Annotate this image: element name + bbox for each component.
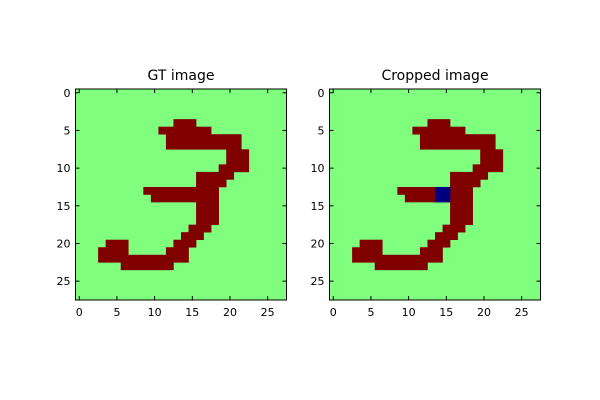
heatmap-cell-run (480, 149, 504, 158)
x-tick-label: 5 (113, 306, 120, 319)
heatmap-cell-run (352, 247, 383, 256)
heatmap-cell-run (196, 217, 219, 225)
y-tick-label: 25 (57, 275, 71, 288)
y-tick-label: 20 (311, 237, 325, 250)
panel-cropped-image: Cropped image 0 5 10 15 20 25 0 5 10 15 20 25 (311, 68, 541, 319)
heatmap-cell-run (196, 202, 219, 210)
heatmap-cell-run (98, 254, 189, 263)
heatmap-cell-run (435, 232, 458, 241)
y-tick-label: 10 (311, 162, 325, 175)
heatmap-cell-run (105, 239, 129, 248)
highlight-cell (442, 186, 451, 195)
y-tick-label: 5 (64, 124, 71, 137)
heatmap-cell-run (188, 224, 212, 233)
y-tick-label: 25 (311, 275, 325, 288)
heatmap-cell-run (165, 134, 242, 143)
heatmap-cell-run (173, 239, 197, 248)
axes-frame (329, 88, 541, 301)
heatmap-cell-run (480, 156, 504, 165)
heatmap-cell-run (98, 247, 129, 256)
heatmap-cell-run (352, 254, 443, 263)
x-tick-label: 25 (261, 306, 275, 319)
heatmap-cell-run (374, 262, 428, 271)
heatmap-cell-run (427, 119, 451, 127)
heatmap-cell-run (165, 247, 189, 256)
y-tick-label: 15 (57, 200, 71, 213)
panel-title: Cropped image (381, 68, 488, 84)
heatmap-cell-run (165, 141, 242, 150)
x-tick-label: 10 (148, 306, 162, 319)
highlight-cell (435, 186, 443, 195)
y-tick-label: 0 (64, 87, 71, 100)
heatmap-cell-run (173, 119, 197, 127)
x-tick-label: 25 (515, 306, 529, 319)
x-tick-label: 20 (477, 306, 491, 319)
heatmap-cell-run (196, 171, 235, 180)
heatmap-cell-run (442, 224, 466, 233)
heatmap-cell-run (419, 141, 496, 150)
heatmap-cell-run (226, 149, 250, 158)
x-tick-label: 15 (185, 306, 199, 319)
x-tick-label: 20 (223, 306, 237, 319)
heatmap-cell-run (450, 202, 473, 210)
heatmap-cell-run (218, 164, 250, 173)
heatmap-cell-run (450, 217, 473, 225)
heatmap-cell-run (120, 262, 174, 271)
heatmap-cell-run (450, 209, 473, 218)
panel-title: GT image (148, 68, 215, 84)
heatmap-cell-run (226, 156, 250, 165)
heatmap-cell-run (472, 164, 504, 173)
axes-frame (75, 88, 287, 301)
y-tick-label: 0 (318, 87, 325, 100)
y-tick-label: 20 (57, 237, 71, 250)
x-tick-label: 15 (439, 306, 453, 319)
heatmap-cell-run (150, 194, 219, 203)
x-tick-label: 5 (367, 306, 374, 319)
x-tick-label: 0 (76, 306, 83, 319)
heatmap-cell-run (450, 171, 489, 180)
heatmap-cell-run (181, 232, 204, 241)
heatmap-cell-run (419, 134, 496, 143)
heatmap-cell-run (196, 209, 219, 218)
panel-gt-image: GT image 0 5 10 15 20 25 0 5 10 15 20 25 (57, 68, 287, 319)
heatmap-cell-run (419, 247, 443, 256)
heatmap-cell-run (450, 179, 481, 188)
x-tick-label: 0 (330, 306, 337, 319)
highlight-cell (442, 194, 451, 203)
heatmap-cell-run (359, 239, 383, 248)
heatmap-cell-run (158, 126, 212, 135)
x-tick-label: 10 (402, 306, 416, 319)
y-tick-label: 5 (318, 124, 325, 137)
heatmap-cell-run (196, 179, 227, 188)
y-tick-label: 15 (311, 200, 325, 213)
heatmap-cell-run (427, 239, 451, 248)
y-tick-label: 10 (57, 162, 71, 175)
heatmap-cell-run (143, 186, 219, 195)
highlight-cell (435, 194, 443, 203)
heatmap-cell-run (412, 126, 466, 135)
